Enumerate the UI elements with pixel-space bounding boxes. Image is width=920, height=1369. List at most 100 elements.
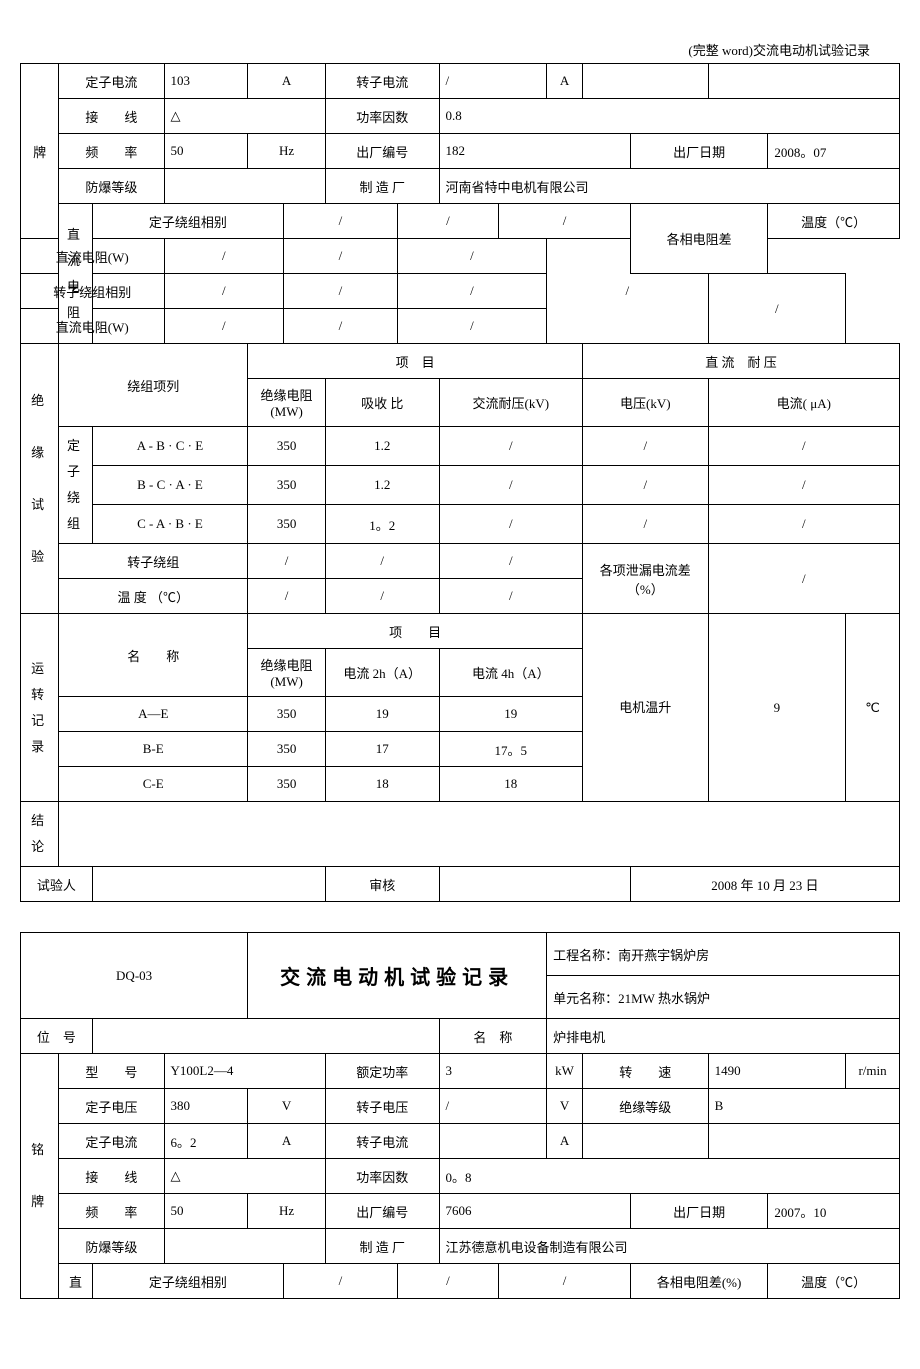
label-connection: 接 线 xyxy=(59,99,164,134)
slash: / xyxy=(439,505,582,544)
unit-name: 单元名称：21MW 热水锅炉 xyxy=(547,976,900,1019)
val: 350 xyxy=(248,767,326,802)
label-voltage-kv: 电压(kV) xyxy=(583,379,709,427)
page-header: (完整 word)交流电动机试验记录 xyxy=(20,40,900,59)
blank xyxy=(583,64,709,99)
slash: / xyxy=(397,204,499,239)
label-temp-c: 温度（℃） xyxy=(768,1264,900,1299)
label-motor-temp-rise: 电机温升 xyxy=(583,614,709,802)
label-dc-withstand: 直 流 耐 压 xyxy=(583,344,900,379)
val-rated-power: 3 xyxy=(439,1054,547,1089)
label-temp-c: 温度（℃） xyxy=(768,204,900,239)
slash: / xyxy=(708,466,899,505)
row-ae: A—E xyxy=(59,697,248,732)
label-ins-class: 绝缘等级 xyxy=(583,1089,709,1124)
blank xyxy=(164,169,325,204)
label-current-ua: 电流( μA) xyxy=(708,379,899,427)
label-dc-res-w2: 直流电阻(W) xyxy=(21,309,165,344)
val-freq: 50 xyxy=(164,1194,248,1229)
val: 17 xyxy=(325,732,439,767)
unit-c: ℃ xyxy=(846,614,900,802)
slash: / xyxy=(164,274,284,309)
label-absorb-ratio: 吸收 比 xyxy=(325,379,439,427)
slash: / xyxy=(284,204,398,239)
val: 350 xyxy=(248,505,326,544)
val-speed: 1490 xyxy=(708,1054,846,1089)
slash: / xyxy=(325,579,439,614)
label-run-record: 运转记录 xyxy=(21,614,59,802)
slash: / xyxy=(708,274,846,344)
val: 18 xyxy=(439,767,582,802)
val-connection: △ xyxy=(164,99,325,134)
val-reviewer xyxy=(439,867,630,902)
unit-hz: Hz xyxy=(248,1194,326,1229)
conclusion-content xyxy=(59,802,900,867)
val-temp-rise: 9 xyxy=(708,614,846,802)
label-ins-res-mw: 绝缘电阻(MW) xyxy=(248,379,326,427)
slash: / xyxy=(164,309,284,344)
slash: / xyxy=(284,239,398,274)
label-pf: 功率因数 xyxy=(325,1159,439,1194)
slash: / xyxy=(397,309,546,344)
label-pai: 牌 xyxy=(21,64,59,239)
val-mfg: 江苏德意机电设备制造有限公司 xyxy=(439,1229,899,1264)
label-exproof: 防爆等级 xyxy=(59,1229,164,1264)
label-name: 名 称 xyxy=(439,1019,547,1054)
label-rotor-current: 转子电流 xyxy=(325,64,439,99)
label-stator-winding: 定子绕组 xyxy=(59,427,92,544)
label-model: 型 号 xyxy=(59,1054,164,1089)
slash: / xyxy=(583,427,709,466)
proj-name: 工程名称：南开燕宇锅炉房 xyxy=(547,933,900,976)
val-rotor-i xyxy=(439,1124,547,1159)
label-mfg-date: 出厂日期 xyxy=(630,134,768,169)
slash: / xyxy=(583,466,709,505)
slash: / xyxy=(439,544,582,579)
label-conclusion: 结论 xyxy=(21,802,59,867)
val-rotor-v: / xyxy=(439,1089,547,1124)
title: 交流电动机试验记录 xyxy=(248,933,547,1019)
slash: / xyxy=(583,505,709,544)
label-stator-winding-phase: 定子绕组相别 xyxy=(92,1264,283,1299)
row-be: B-E xyxy=(59,732,248,767)
val-freq: 50 xyxy=(164,134,248,169)
val-stator-i: 6。2 xyxy=(164,1124,248,1159)
slash: / xyxy=(439,466,582,505)
val-model: Y100L2—4 xyxy=(164,1054,325,1089)
val: 18 xyxy=(325,767,439,802)
label-mfg: 制 造 厂 xyxy=(325,1229,439,1264)
label-freq: 频 率 xyxy=(59,134,164,169)
label-position: 位 号 xyxy=(21,1019,93,1054)
row-ce: C-E xyxy=(59,767,248,802)
label-connection: 接 线 xyxy=(59,1159,164,1194)
val-tester xyxy=(92,867,325,902)
blank xyxy=(164,1229,325,1264)
label-ins-res-mw2: 绝缘电阻(MW) xyxy=(248,649,326,697)
dq-code: DQ-03 xyxy=(21,933,248,1019)
val: 1.2 xyxy=(325,466,439,505)
label-temp: 温 度 （℃） xyxy=(59,579,248,614)
label-current-2h: 电流 2h（A） xyxy=(325,649,439,697)
slash: / xyxy=(397,1264,499,1299)
label-leakage-diff: 各项泄漏电流差（%） xyxy=(583,544,709,614)
row-bc: B - C · A · E xyxy=(92,466,247,505)
label-rotor-winding: 转子绕组 xyxy=(59,544,248,579)
date: 2008 年 10 月 23 日 xyxy=(630,867,899,902)
label-stator-i: 定子电流 xyxy=(59,1124,164,1159)
row-ca: C - A · B · E xyxy=(92,505,247,544)
label-name: 名 称 xyxy=(59,614,248,697)
blank xyxy=(583,1124,709,1159)
label-zhi: 直 xyxy=(59,1264,92,1299)
val: 350 xyxy=(248,697,326,732)
label-current-4h: 电流 4h（A） xyxy=(439,649,582,697)
label-rotor-i: 转子电流 xyxy=(325,1124,439,1159)
label-mingpai: 铭牌 xyxy=(21,1054,59,1299)
unit-a2: A xyxy=(547,64,583,99)
label-stator-current: 定子电流 xyxy=(59,64,164,99)
slash: / xyxy=(439,579,582,614)
unit-v2: V xyxy=(547,1089,583,1124)
val-connection: △ xyxy=(164,1159,325,1194)
slash: / xyxy=(284,1264,398,1299)
label-reviewer: 审核 xyxy=(325,867,439,902)
val: 1.2 xyxy=(325,427,439,466)
label-insulation-test: 绝缘试验 xyxy=(21,344,59,614)
